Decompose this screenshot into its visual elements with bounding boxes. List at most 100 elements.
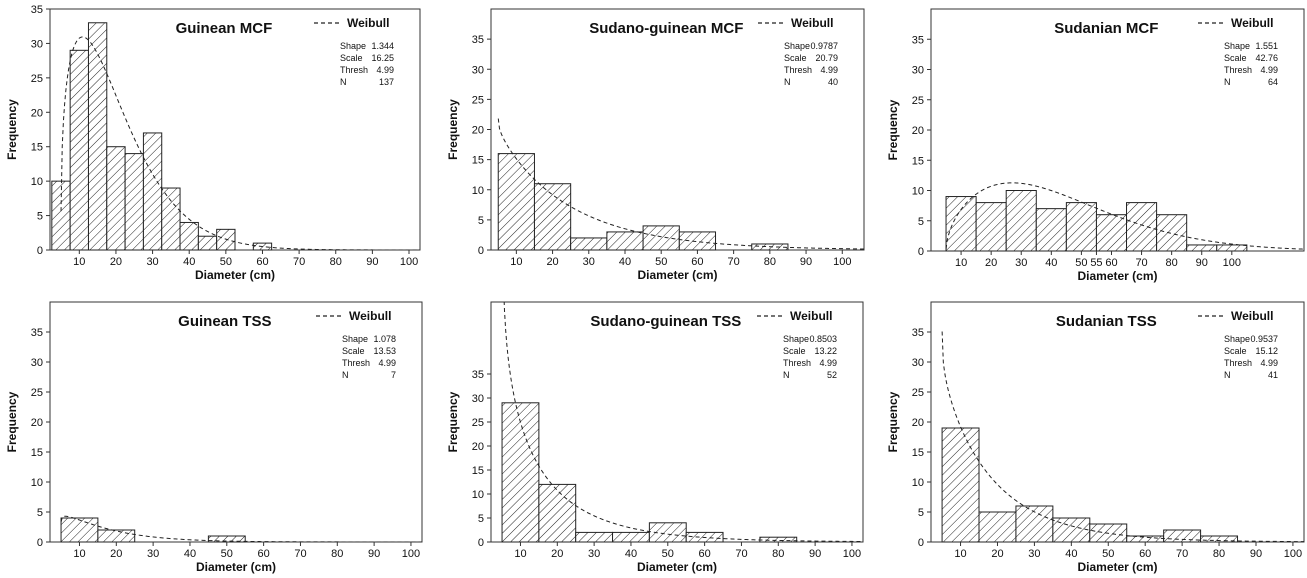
stat-value: 40 [828,77,838,87]
stat-value: 1.551 [1255,41,1278,51]
histogram-bar [575,531,614,543]
histogram-bar [1186,244,1218,252]
y-tick-label: 35 [912,34,924,46]
y-tick-label: 15 [912,155,924,167]
x-tick-label: 50 [655,256,667,268]
x-tick-label: 70 [1176,548,1188,560]
stat-label: Shape [784,41,810,51]
y-tick-label: 15 [31,142,43,154]
stat-label: N [1224,77,1231,87]
y-tick-label: 5 [918,507,924,519]
stat-label: N [783,370,790,380]
stat-label: Scale [1224,346,1247,356]
stat-value: 137 [379,77,394,87]
legend-label: Weibull [1231,16,1273,30]
x-tick-label: 100 [402,548,420,560]
y-tick-label: 5 [478,513,484,525]
weibull-curve [60,515,422,542]
stat-value: 1.344 [371,41,394,51]
stat-label: Shape [783,334,809,344]
x-tick-label: 60 [1139,548,1151,560]
y-tick-label: 25 [472,94,484,106]
x-tick-label: 100 [833,256,851,268]
y-tick-label: 30 [472,64,484,76]
x-tick-label: 100 [1223,257,1241,269]
x-axis-title: Diameter (cm) [637,268,717,282]
y-tick-label: 0 [478,537,484,549]
y-tick-label: 30 [31,38,43,50]
stat-label: Thresh [784,65,812,75]
y-tick-label: 20 [912,125,924,137]
stat-value: 4.99 [376,65,394,75]
x-tick-label: 30 [588,548,600,560]
y-tick-label: 15 [31,447,43,459]
x-tick-label: 50 [1102,548,1114,560]
y-tick-label: 10 [472,489,484,501]
y-tick-label: 10 [912,186,924,198]
legend-label: Weibull [791,16,833,30]
stat-value: 4.99 [820,65,838,75]
stat-label: Scale [1224,53,1247,63]
x-tick-label: 60 [256,256,268,268]
x-tick-label: 60 [691,256,703,268]
stat-label: N [340,77,347,87]
chart-title: Guinean MCF [176,20,273,37]
y-tick-label: 20 [31,417,43,429]
x-tick-label: 80 [764,256,776,268]
histogram-bar [60,517,99,543]
x-axis-title: Diameter (cm) [637,560,717,574]
x-tick-label: 10 [73,548,85,560]
stat-label: Thresh [342,358,370,368]
stat-label: Shape [340,41,366,51]
histogram-bar [1163,529,1202,543]
x-tick-label: 100 [843,548,861,560]
y-tick-label: 15 [472,465,484,477]
x-axis-title: Diameter (cm) [196,560,276,574]
x-tick-label: 40 [1045,257,1057,269]
y-axis-title: Frequency [5,391,19,452]
stat-value: 7 [391,370,396,380]
histogram-bar [533,183,572,251]
histogram-bar [124,153,144,251]
y-axis-title: Frequency [886,99,900,160]
x-axis-title: Diameter (cm) [1077,269,1157,283]
x-tick-label: 50 [1075,257,1087,269]
x-tick-label: 80 [330,256,342,268]
histogram-bar [1156,214,1188,252]
y-axis-title: Frequency [5,99,19,160]
stat-value: 41 [1268,370,1278,380]
legend-label: Weibull [790,309,832,323]
x-tick-label: 90 [1196,257,1208,269]
x-tick-label: 30 [147,548,159,560]
x-tick-label: 70 [735,548,747,560]
x-axis-title: Diameter (cm) [1077,560,1157,574]
x-tick-label: 70 [294,548,306,560]
histogram-bar [642,225,680,251]
x-tick-label: 90 [368,548,380,560]
y-tick-label: 5 [478,215,484,227]
y-tick-label: 30 [31,357,43,369]
x-tick-label: 20 [110,548,122,560]
y-tick-label: 10 [912,477,924,489]
chart-panel: 0 5 10 15 20 25 30 35 10 20 30 40 50 55 60 70 80 90 100 Dia… [886,8,1305,283]
stat-value: 4.99 [1260,65,1278,75]
chart-title: Guinean TSS [178,313,271,330]
x-tick-label: 80 [1213,548,1225,560]
legend-label: Weibull [347,16,389,30]
y-tick-label: 25 [912,95,924,107]
x-tick-label: 100 [1284,548,1302,560]
stat-value: 20.79 [815,53,838,63]
y-tick-label: 30 [912,357,924,369]
stat-value: 16.25 [371,53,394,63]
histogram-bar [497,153,535,251]
histogram-bar [678,231,717,251]
stat-value: 0.9537 [1250,334,1278,344]
histogram-bar [975,202,1007,252]
x-tick-label: 10 [73,256,85,268]
y-tick-label: 0 [37,537,43,549]
y-tick-label: 5 [37,211,43,223]
y-tick-label: 30 [472,393,484,405]
stat-value: 13.53 [373,346,396,356]
y-tick-label: 35 [472,369,484,381]
x-tick-label: 40 [1065,548,1077,560]
